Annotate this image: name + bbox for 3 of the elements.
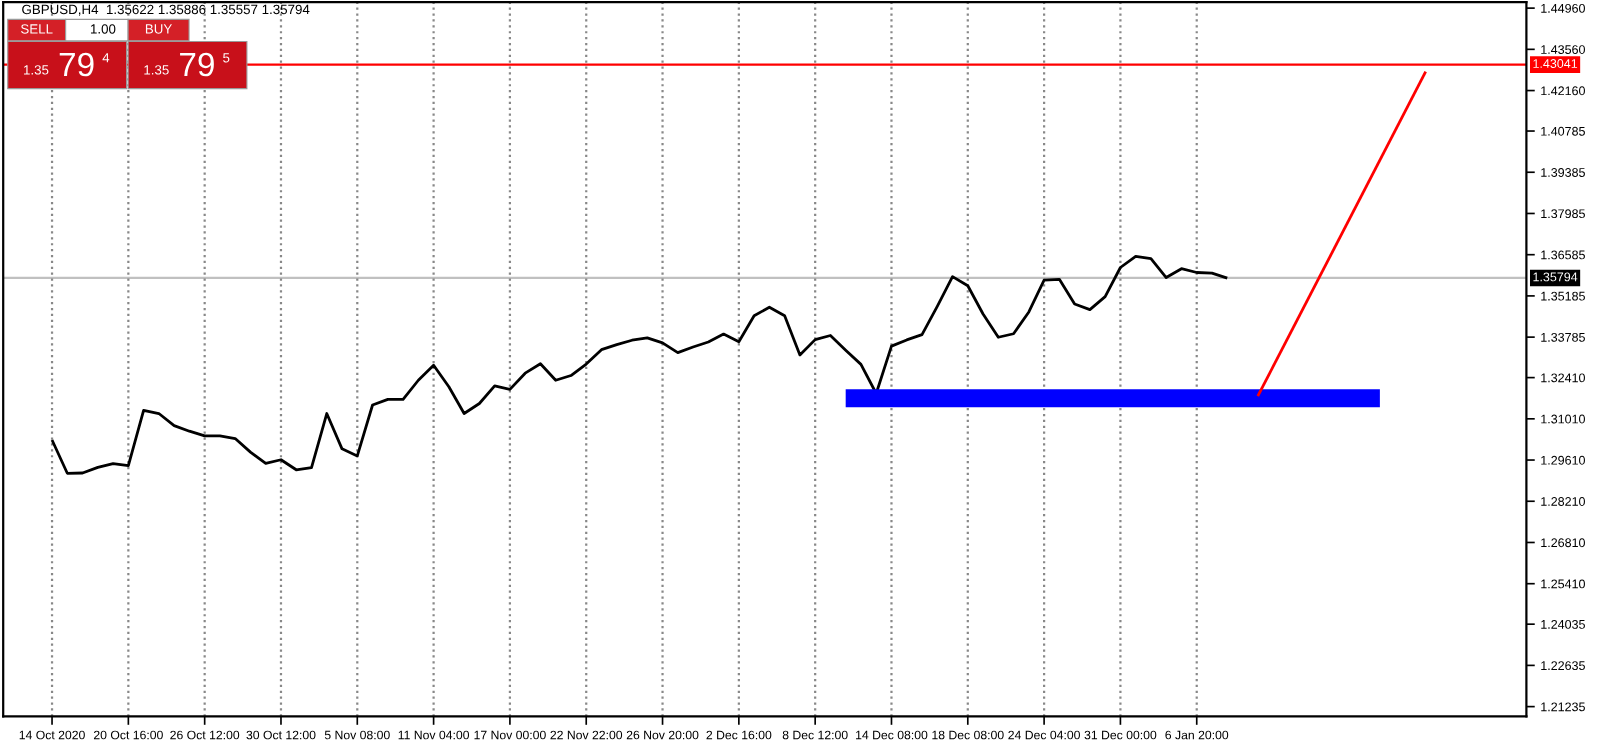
annotation: 79 — [180, 52, 214, 77]
line-series — [50, 254, 1229, 475]
annotation: 79 — [59, 52, 94, 77]
